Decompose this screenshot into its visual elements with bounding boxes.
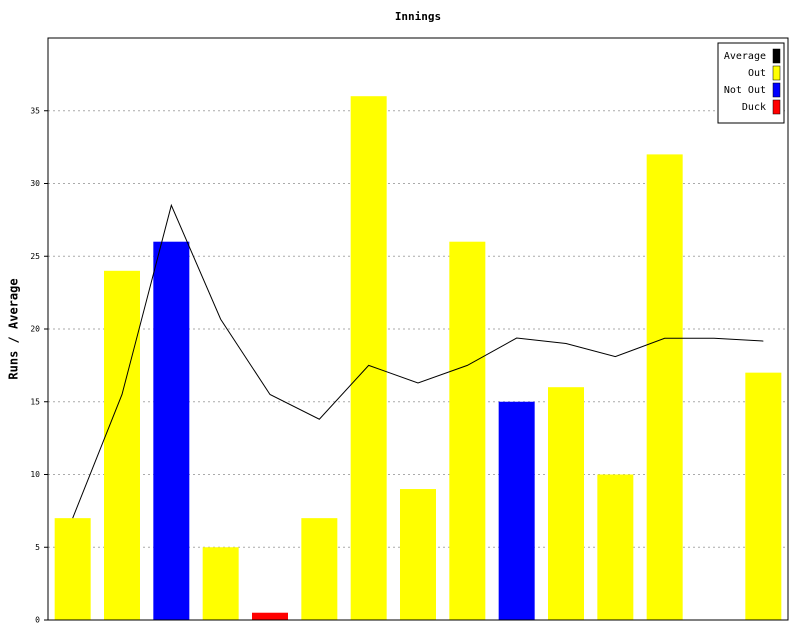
bar: [400, 489, 436, 620]
chart-title: Innings: [395, 10, 441, 23]
legend-swatch: [772, 82, 781, 98]
bar: [597, 474, 634, 620]
y-tick-label: 0: [35, 616, 40, 625]
y-tick-label: 10: [30, 470, 40, 479]
bar: [153, 241, 190, 620]
bar: [350, 96, 387, 620]
legend-swatch: [772, 65, 781, 81]
bar: [54, 518, 91, 620]
y-tick-label: 30: [30, 179, 40, 188]
y-tick-label: 5: [35, 543, 40, 552]
bar: [104, 270, 140, 620]
legend-label: Not Out: [724, 85, 766, 96]
legend-swatch: [772, 99, 781, 115]
bar: [301, 518, 338, 620]
bar: [252, 612, 288, 620]
average-line: [72, 203, 764, 519]
legend-label: Duck: [742, 102, 766, 113]
y-tick-label: 25: [30, 252, 40, 261]
bar: [202, 547, 239, 620]
bar: [498, 401, 535, 620]
bar: [646, 154, 683, 620]
y-axis-label: Runs / Average: [7, 278, 21, 379]
legend-swatch: [772, 48, 781, 64]
bar: [449, 241, 486, 620]
plot-frame: [47, 37, 789, 621]
bar: [548, 387, 584, 620]
bar: [745, 372, 782, 620]
legend-label: Average: [724, 51, 766, 62]
y-tick-label: 35: [30, 106, 40, 115]
legend-label: Out: [748, 68, 766, 79]
y-tick-label: 20: [30, 325, 40, 334]
y-tick-label: 15: [30, 397, 40, 406]
